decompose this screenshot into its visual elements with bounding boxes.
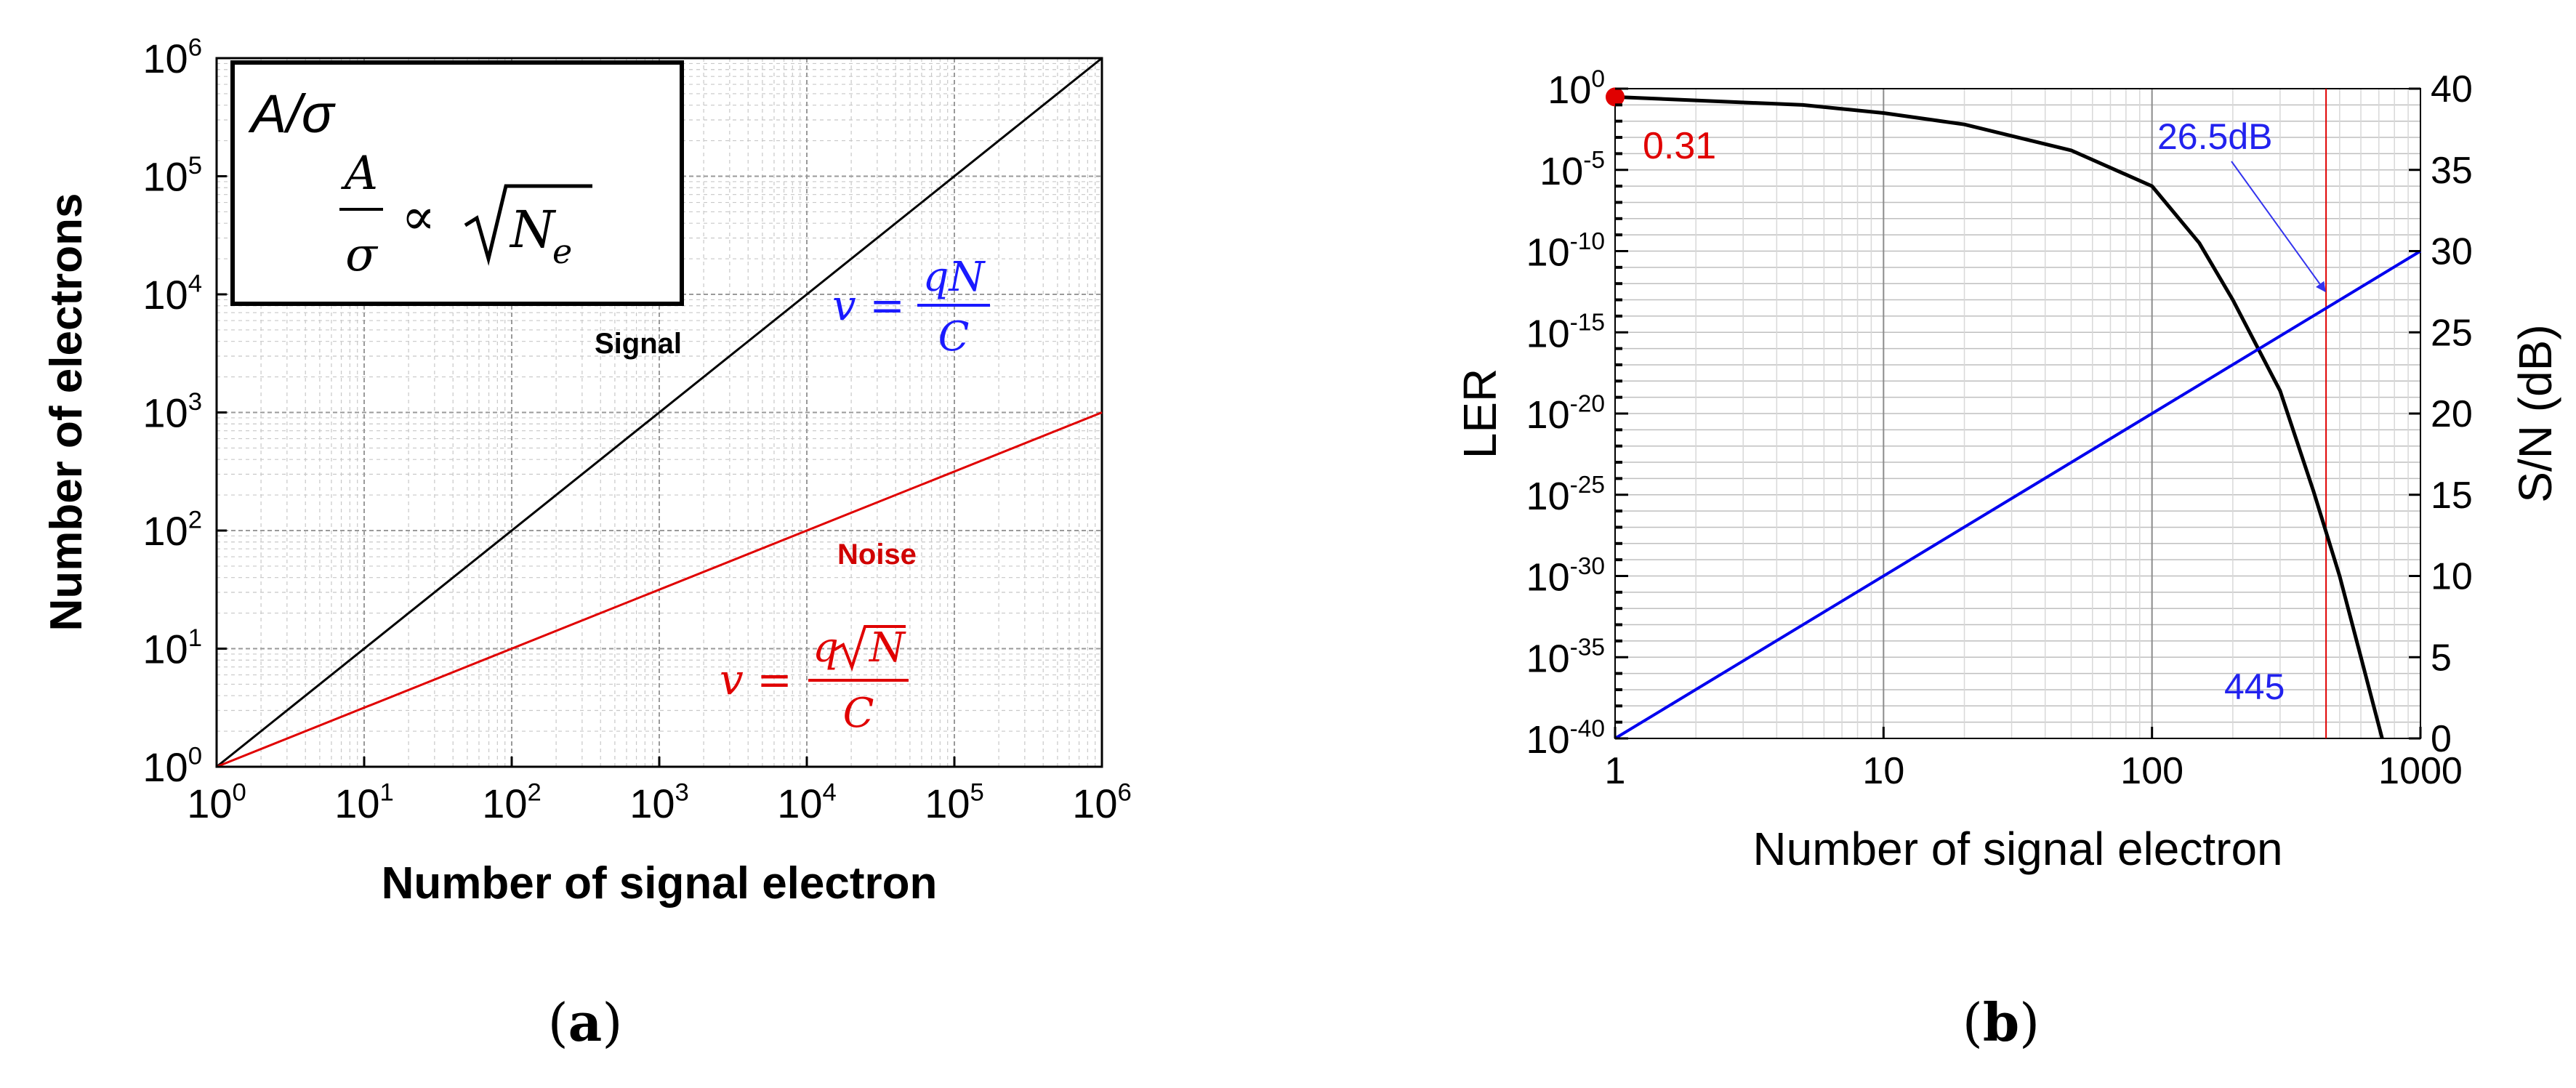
caption-a: (a): [548, 991, 623, 1053]
noise-formula-lhs: v =: [720, 655, 792, 704]
signal-formula-lhs: v =: [832, 281, 905, 330]
x-tick-label: 1000: [2378, 750, 2463, 792]
y2-tick-label: 0: [2431, 718, 2452, 760]
x-tick-label: 102: [482, 778, 542, 826]
formula-box-root-var: N: [509, 200, 557, 259]
y-tick-label: 10-35: [1526, 634, 1605, 681]
y2-tick-label: 40: [2431, 68, 2473, 110]
formula-box-root-sub: e: [552, 232, 572, 271]
x-tick-label: 100: [187, 778, 246, 826]
formula-box-title: A/σ: [248, 84, 336, 144]
chart-b-ticks: 10010-510-1010-1510-2010-2510-3010-3510-…: [1526, 65, 2473, 792]
signal-formula-den: C: [938, 313, 970, 360]
x-tick-label: 103: [629, 778, 689, 826]
chart-a-xlabel: Number of signal electron: [382, 858, 938, 908]
y-tick-label: 10-5: [1539, 147, 1605, 193]
noise-formula-q: q: [813, 624, 839, 672]
signal-line: [216, 57, 1103, 768]
chart-b-y2label: S/N (dB): [2509, 324, 2561, 502]
x-tick-label: 1: [1605, 750, 1626, 792]
noise-formula: v = q N C: [720, 624, 909, 737]
y-tick-label: 10-25: [1526, 472, 1605, 518]
ler-marker-point: [1606, 87, 1625, 107]
x-tick-label: 105: [925, 778, 984, 826]
x-tick-label: 101: [334, 778, 394, 826]
formula-box-frac-den: σ: [345, 228, 379, 282]
y-tick-label: 10-30: [1526, 553, 1605, 600]
sn-line: [1614, 249, 2422, 740]
y2-tick-label: 35: [2431, 150, 2473, 192]
chart-b-ylabel: LER: [1454, 368, 1506, 459]
annotation-x-445: 445: [2224, 666, 2285, 707]
chart-b: 10010-510-1010-1510-2010-2510-3010-3510-…: [1454, 65, 2561, 875]
y-tick-label: 101: [142, 624, 202, 672]
y2-tick-label: 10: [2431, 556, 2473, 598]
chart-a-ticks: 100 101 102 103 104 105 106 100 101 102 103 104 105 1…: [142, 33, 1131, 826]
chart-a-ylabel: Number of electrons: [41, 193, 92, 632]
y-tick-label: 103: [142, 388, 202, 436]
formula-box-frac-num: A: [341, 147, 378, 201]
y-tick-label: 10-40: [1526, 715, 1605, 762]
annotation-sn-value: 26.5dB: [2157, 116, 2272, 157]
annotation-arrow: [2231, 161, 2326, 293]
x-tick-label: 10: [1862, 750, 1904, 792]
chart-a-formula-box: A/σ A σ ∝ N e: [230, 60, 684, 306]
y2-tick-label: 20: [2431, 393, 2473, 435]
y2-tick-label: 5: [2431, 637, 2452, 679]
y-tick-label: 100: [142, 742, 202, 790]
y2-tick-label: 25: [2431, 312, 2473, 354]
x-tick-label: 106: [1072, 778, 1132, 826]
x-tick-label: 100: [2120, 750, 2183, 792]
y2-tick-label: 30: [2431, 231, 2473, 273]
y-tick-label: 102: [142, 506, 202, 554]
ler-line: [1614, 94, 2384, 739]
x-tick-label: 104: [777, 778, 837, 826]
y-tick-label: 10-20: [1526, 390, 1605, 437]
annotation-ler-value: 0.31: [1643, 125, 1716, 167]
y2-tick-label: 15: [2431, 475, 2473, 517]
y-tick-label: 105: [142, 152, 202, 200]
formula-box-prop: ∝: [401, 187, 435, 246]
chart-b-grid: [1614, 89, 2421, 739]
noise-formula-den: C: [843, 690, 874, 737]
signal-formula-num: qN: [923, 254, 986, 301]
y-tick-label: 100: [1547, 65, 1605, 112]
y-tick-label: 10-10: [1526, 228, 1605, 275]
chart-a: 100 101 102 103 104 105 106 100 101 102 103 104 105 1…: [41, 33, 1132, 908]
y-tick-label: 10-15: [1526, 310, 1605, 356]
signal-formula: v = qN C: [832, 254, 990, 360]
signal-label: Signal: [595, 328, 682, 360]
noise-formula-root-n: N: [868, 624, 906, 672]
chart-b-xlabel: Number of signal electron: [1752, 823, 2282, 875]
noise-label: Noise: [837, 539, 917, 571]
y-tick-label: 104: [142, 270, 202, 318]
caption-b: (b): [1963, 991, 2040, 1053]
noise-line: [216, 411, 1103, 768]
chart-b-series: [1606, 87, 2422, 740]
chart-a-series: [216, 57, 1103, 768]
y-tick-label: 106: [142, 33, 202, 81]
